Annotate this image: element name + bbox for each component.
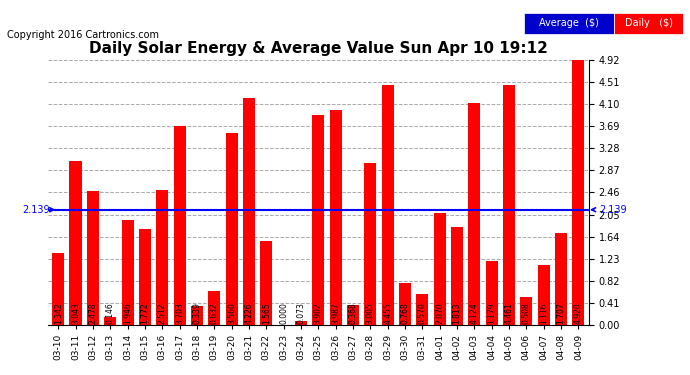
Bar [382, 85, 394, 325]
Bar [503, 85, 515, 325]
Text: 3.560: 3.560 [227, 302, 236, 324]
Bar [416, 294, 428, 325]
Text: 0.146: 0.146 [106, 302, 115, 324]
Text: 4.226: 4.226 [244, 302, 253, 324]
Bar [243, 98, 255, 325]
Text: 1.342: 1.342 [54, 302, 63, 324]
Text: 0.508: 0.508 [522, 302, 531, 324]
Bar [486, 261, 497, 325]
Bar [173, 126, 186, 325]
Text: 1.772: 1.772 [140, 302, 150, 324]
Text: 1.565: 1.565 [262, 302, 270, 324]
Text: Average  ($): Average ($) [540, 18, 599, 28]
Text: 1.813: 1.813 [453, 302, 462, 324]
Text: 1.116: 1.116 [539, 302, 549, 324]
Text: 2.139: 2.139 [592, 205, 627, 215]
Text: 0.570: 0.570 [418, 302, 427, 324]
Text: 0.339: 0.339 [193, 302, 201, 324]
Bar [347, 305, 359, 325]
Text: 2.512: 2.512 [158, 302, 167, 324]
Bar [520, 297, 533, 325]
Bar [572, 60, 584, 325]
Text: 3.703: 3.703 [175, 302, 184, 324]
Bar [70, 161, 81, 325]
Text: 4.920: 4.920 [574, 302, 583, 324]
Text: 0.073: 0.073 [297, 302, 306, 324]
Bar [121, 220, 134, 325]
Bar [156, 190, 168, 325]
Text: 3.043: 3.043 [71, 302, 80, 324]
Bar [104, 317, 117, 325]
Text: 1.707: 1.707 [557, 302, 566, 324]
Text: 0.368: 0.368 [348, 302, 357, 324]
Bar [399, 284, 411, 325]
Bar [52, 253, 64, 325]
Bar [364, 163, 376, 325]
Title: Daily Solar Energy & Average Value Sun Apr 10 19:12: Daily Solar Energy & Average Value Sun A… [89, 41, 548, 56]
Text: 2.139: 2.139 [22, 205, 55, 215]
Bar [555, 233, 567, 325]
Text: 3.902: 3.902 [314, 302, 323, 324]
Bar [139, 230, 151, 325]
Bar [208, 291, 220, 325]
Text: 4.455: 4.455 [383, 302, 392, 324]
Bar [538, 265, 550, 325]
Text: 2.478: 2.478 [88, 302, 97, 324]
Bar [191, 306, 203, 325]
Text: Daily   ($): Daily ($) [624, 18, 673, 28]
Bar [260, 241, 273, 325]
Bar [330, 110, 342, 325]
Bar [451, 227, 463, 325]
Text: 4.461: 4.461 [504, 302, 513, 324]
Bar [433, 213, 446, 325]
Text: 0.632: 0.632 [210, 302, 219, 324]
Text: 0.768: 0.768 [400, 302, 409, 324]
Text: 4.124: 4.124 [470, 302, 479, 324]
Text: 0.000: 0.000 [279, 302, 288, 324]
Bar [87, 192, 99, 325]
Text: Copyright 2016 Cartronics.com: Copyright 2016 Cartronics.com [7, 30, 159, 39]
Text: 3.005: 3.005 [366, 302, 375, 324]
Text: 3.987: 3.987 [331, 302, 340, 324]
Bar [469, 103, 480, 325]
Bar [226, 134, 237, 325]
Bar [295, 321, 307, 325]
Text: 1.946: 1.946 [123, 302, 132, 324]
Text: 1.179: 1.179 [487, 302, 496, 324]
Bar [313, 115, 324, 325]
Text: 2.070: 2.070 [435, 302, 444, 324]
